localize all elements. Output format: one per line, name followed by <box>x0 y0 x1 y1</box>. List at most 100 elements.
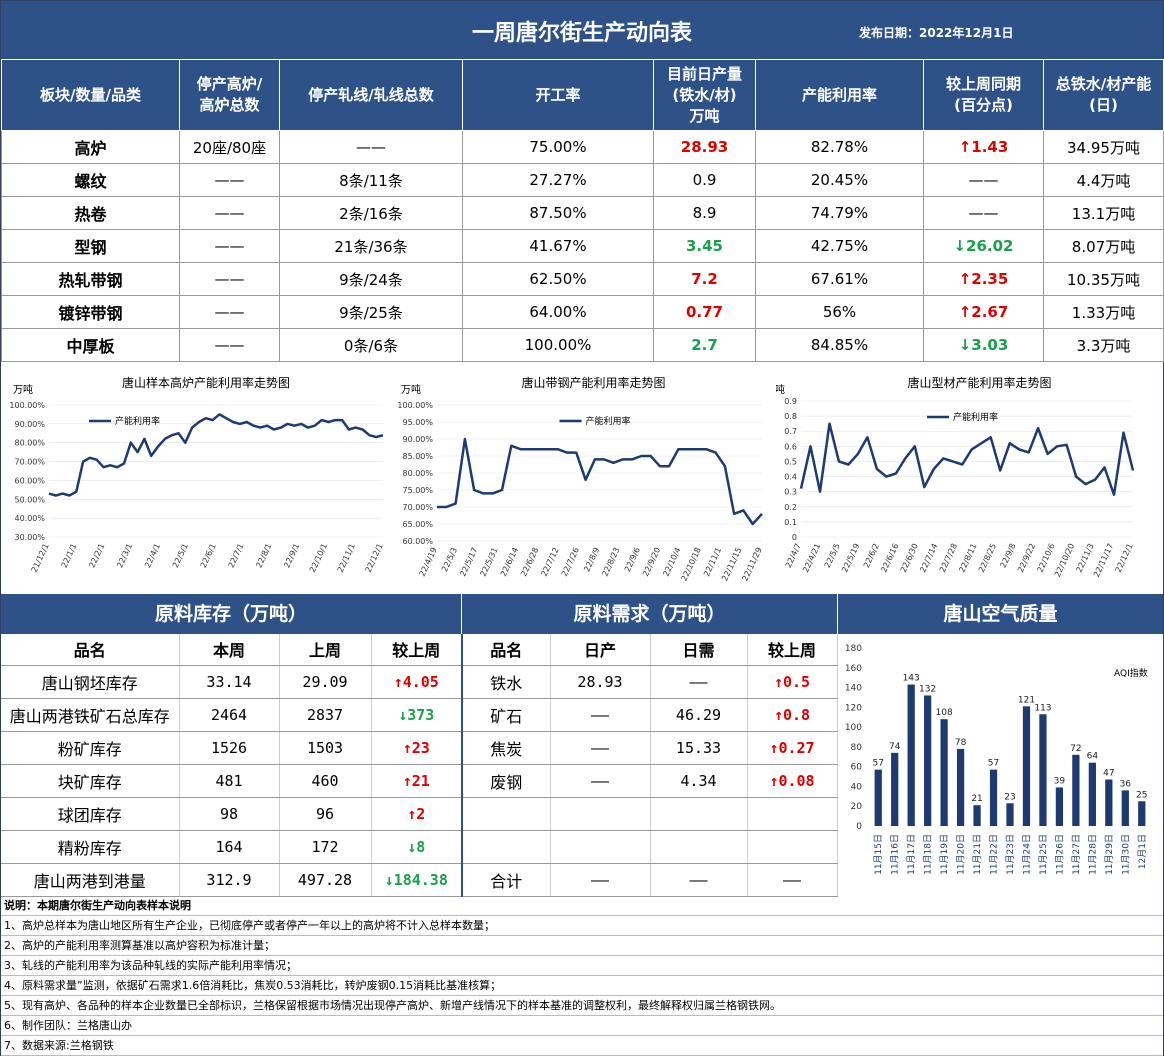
x-tick-label: 22/8/9 <box>582 546 601 573</box>
demand-change <box>747 830 838 864</box>
production-row: 热轧带钢 —— 9条/24条 62.50% 7.2 67.61% ↑2.35 10.35万吨 <box>1 262 1164 296</box>
y-tick-label: 0.7 <box>784 427 797 436</box>
inventory-last-week: 2837 <box>279 698 372 732</box>
bar-value-label: 121 <box>1018 695 1035 705</box>
inventory-this-week: 312.9 <box>179 863 280 897</box>
aqi-bar <box>973 805 981 826</box>
demand-daily-need: —— <box>650 863 748 897</box>
x-tick-label: 22/6/14 <box>499 546 520 578</box>
aqi-bar <box>956 748 965 826</box>
y-tick-label: 60.00% <box>402 537 433 546</box>
furnace-cell: 20座/80座 <box>179 130 280 164</box>
demand-change: ↑0.08 <box>747 764 838 798</box>
x-tick-label: 22/4/21 <box>801 542 822 574</box>
report-title: 一周唐尔街生产动向表 <box>471 21 692 46</box>
x-tick-label: 11月29日 <box>1104 834 1115 875</box>
y-tick-label: 70.00% <box>402 503 433 512</box>
line-cell: —— <box>279 130 463 164</box>
notes-section: 说明：本期唐尔街生产动向表样本说明 1、高炉总样本为唐山地区所有生产企业，已彻底停… <box>1 896 1163 1056</box>
inventory-item-name: 粉矿库存 <box>1 731 180 765</box>
x-tick-label: 22/8/23 <box>600 546 621 578</box>
x-tick-label: 22/1/1 <box>60 542 79 569</box>
x-tick-label: 11月24日 <box>1021 834 1032 875</box>
x-tick-label: 22/11/29 <box>740 546 763 582</box>
x-tick-label: 22/8/1 <box>254 542 273 569</box>
series-line <box>799 422 1135 496</box>
demand-daily-need: 15.33 <box>650 731 748 765</box>
bar-value-label: 47 <box>1103 769 1114 779</box>
inventory-item-name: 唐山钢坯库存 <box>1 665 180 699</box>
y-tick-label: 120 <box>845 703 862 713</box>
x-tick-label: 11月15日 <box>873 834 884 875</box>
operating-rate-cell: 41.67% <box>462 229 654 263</box>
bar-value-label: 21 <box>971 794 982 804</box>
y-tick-label: 40 <box>851 782 863 792</box>
y-tick-label: 0.5 <box>784 457 797 466</box>
line-cell: 21条/36条 <box>279 229 463 263</box>
weekly-change-cell: ↑2.67 <box>923 295 1044 329</box>
y-tick-label: 100.00% <box>397 401 433 410</box>
inventory-last-week: 497.28 <box>279 863 372 897</box>
operating-rate-cell: 75.00% <box>462 130 654 164</box>
bar-value-label: 25 <box>1136 790 1147 800</box>
materials-row: 唐山钢坯库存 33.14 29.09 ↑4.05 铁水 28.93 —— ↑0.5 <box>1 665 838 699</box>
category-cell: 型钢 <box>1 229 180 263</box>
category-cell: 热卷 <box>1 196 180 230</box>
line-cell: 8条/11条 <box>279 163 463 197</box>
bar-value-label: 132 <box>919 684 936 694</box>
furnace-cell: —— <box>179 229 280 263</box>
x-tick-label: 22/10/1 <box>308 542 329 574</box>
materials-table-header: 品名 本周 上周 较上周 品名 日产 日需 较上周 <box>1 634 838 666</box>
y-tick-label: 50.00% <box>14 495 45 504</box>
demand-change: ↑0.27 <box>747 731 838 765</box>
x-tick-label: 11月26日 <box>1054 834 1065 875</box>
x-tick-label: 22/6/28 <box>519 546 540 578</box>
aqi-bar <box>891 752 899 826</box>
x-tick-label: 22/7/14 <box>918 542 939 574</box>
demand-daily-output: —— <box>550 863 651 897</box>
demand-change: ↑0.5 <box>747 665 838 699</box>
materials-table: 品名 本周 上周 较上周 品名 日产 日需 较上周 唐山钢坯库存 33.14 29.… <box>1 634 838 897</box>
x-tick-label: 22/11/17 <box>1092 542 1115 578</box>
y-tick-label: 80 <box>851 743 863 753</box>
x-tick-label: 22/9/1 <box>282 542 301 569</box>
y-axis-unit: 万吨 <box>776 383 785 396</box>
demand-daily-need <box>650 830 748 864</box>
daily-output-cell: 3.45 <box>653 229 756 263</box>
aqi-bar <box>940 719 948 826</box>
weekly-change-cell: ↑1.43 <box>923 130 1044 164</box>
weekly-change-cell: ↑2.35 <box>923 262 1044 296</box>
x-tick-label: 22/5/3 <box>440 546 459 573</box>
daily-output-cell: 28.93 <box>653 130 756 164</box>
y-tick-label: 30.00% <box>14 533 45 542</box>
section-steel-utilization-chart: 唐山型材产能利用率走势图万吨0.9 0.8 0.7 0.6 0.5 0.4 0.3 0.2 0.… <box>776 375 1135 578</box>
x-tick-label: 22/9/22 <box>1016 542 1037 574</box>
inventory-last-week: 96 <box>279 797 372 831</box>
x-tick-label: 11月23日 <box>1005 834 1016 875</box>
note-line: 7、数据来源:兰格钢铁 <box>1 1036 1163 1056</box>
demand-change: ↑0.8 <box>747 698 838 732</box>
x-tick-label: 22/11/15 <box>720 546 743 582</box>
col-header: 日产 <box>550 634 651 666</box>
utilization-cell: 56% <box>755 295 924 329</box>
category-cell: 热轧带钢 <box>1 262 180 296</box>
note-line: 2、高炉的产能利用率测算基准以高炉容积为标准计量； <box>1 936 1163 956</box>
materials-row: 粉矿库存 1526 1503 ↑23 焦炭 —— 15.33 ↑0.27 <box>1 731 838 765</box>
capacity-cell: 8.07万吨 <box>1043 229 1164 263</box>
bar-value-label: 143 <box>903 674 920 684</box>
capacity-cell: 4.4万吨 <box>1043 163 1164 197</box>
y-tick-label: 80.00% <box>14 439 45 448</box>
inventory-this-week: 98 <box>179 797 280 831</box>
furnace-cell: —— <box>179 196 280 230</box>
legend-label: 产能利用率 <box>586 415 631 427</box>
inventory-item-name: 块矿库存 <box>1 764 180 798</box>
demand-item-name <box>462 797 551 831</box>
x-tick-label: 22/10/6 <box>1036 542 1057 574</box>
col-header: 较上周 <box>747 634 838 666</box>
note-line: 6、制作团队：兰格唐山办 <box>1 1016 1163 1036</box>
inventory-last-week: 29.09 <box>279 665 372 699</box>
demand-daily-output: —— <box>550 764 651 798</box>
daily-output-cell: 8.9 <box>653 196 756 230</box>
